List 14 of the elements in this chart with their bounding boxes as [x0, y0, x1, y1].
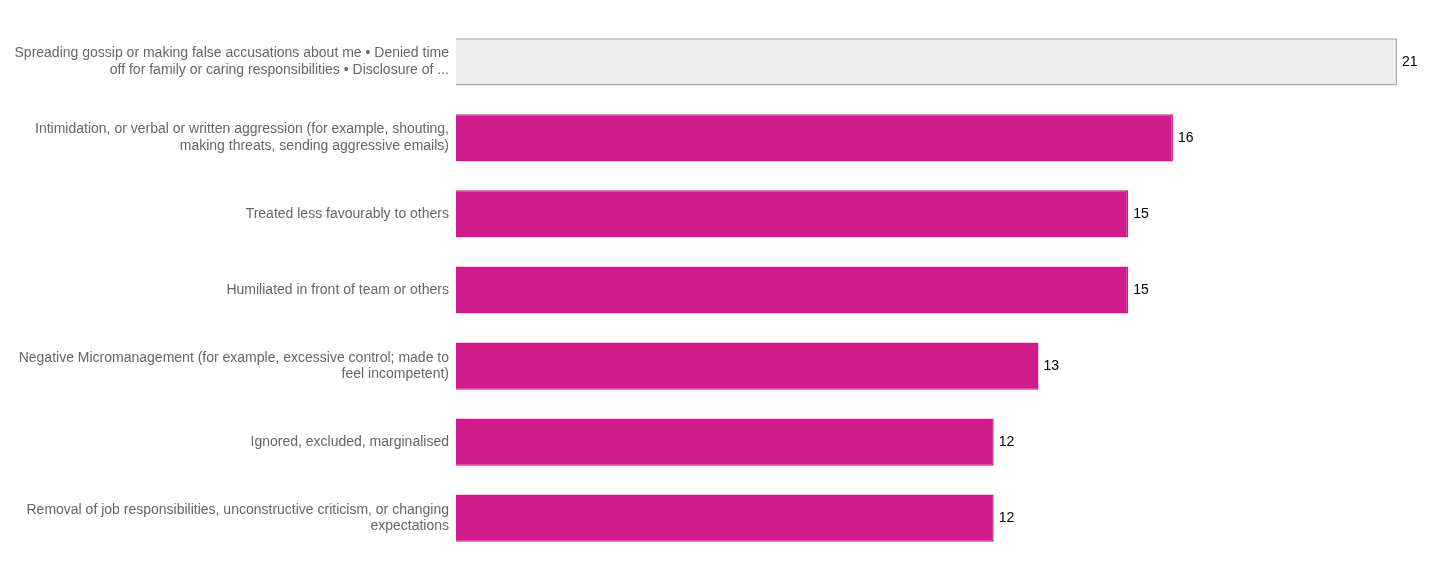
data-label: 16	[1177, 128, 1194, 145]
y-tick-label: Intimidation, or verbal or written aggression (for example, shouting, making threats, sending aggressive emails)	[35, 120, 449, 154]
data-label: 13	[1043, 356, 1060, 373]
y-tick-label: Spreading gossip or making false accusations about me • Denied time off for family or caring responsibilities • Disclosure of ...	[14, 44, 450, 78]
y-tick-label: Humiliated in front of team or others	[226, 280, 449, 297]
y-tick-label: Ignored, excluded, marginalised	[250, 432, 449, 449]
y-tick-label: Removal of job responsibilities, unconstructive criticism, or changing expectations	[26, 500, 449, 534]
y-tick-label: Treated less favourably to others	[245, 204, 449, 221]
data-label: 12	[998, 509, 1015, 526]
data-label: 21	[1402, 52, 1418, 69]
data-label: 15	[1133, 280, 1149, 297]
y-tick-label: Negative Micromanagement (for example, excessive control; made to feel incompetent)	[18, 348, 450, 382]
data-label: 15	[1133, 204, 1149, 221]
data-label: 12	[998, 432, 1015, 449]
